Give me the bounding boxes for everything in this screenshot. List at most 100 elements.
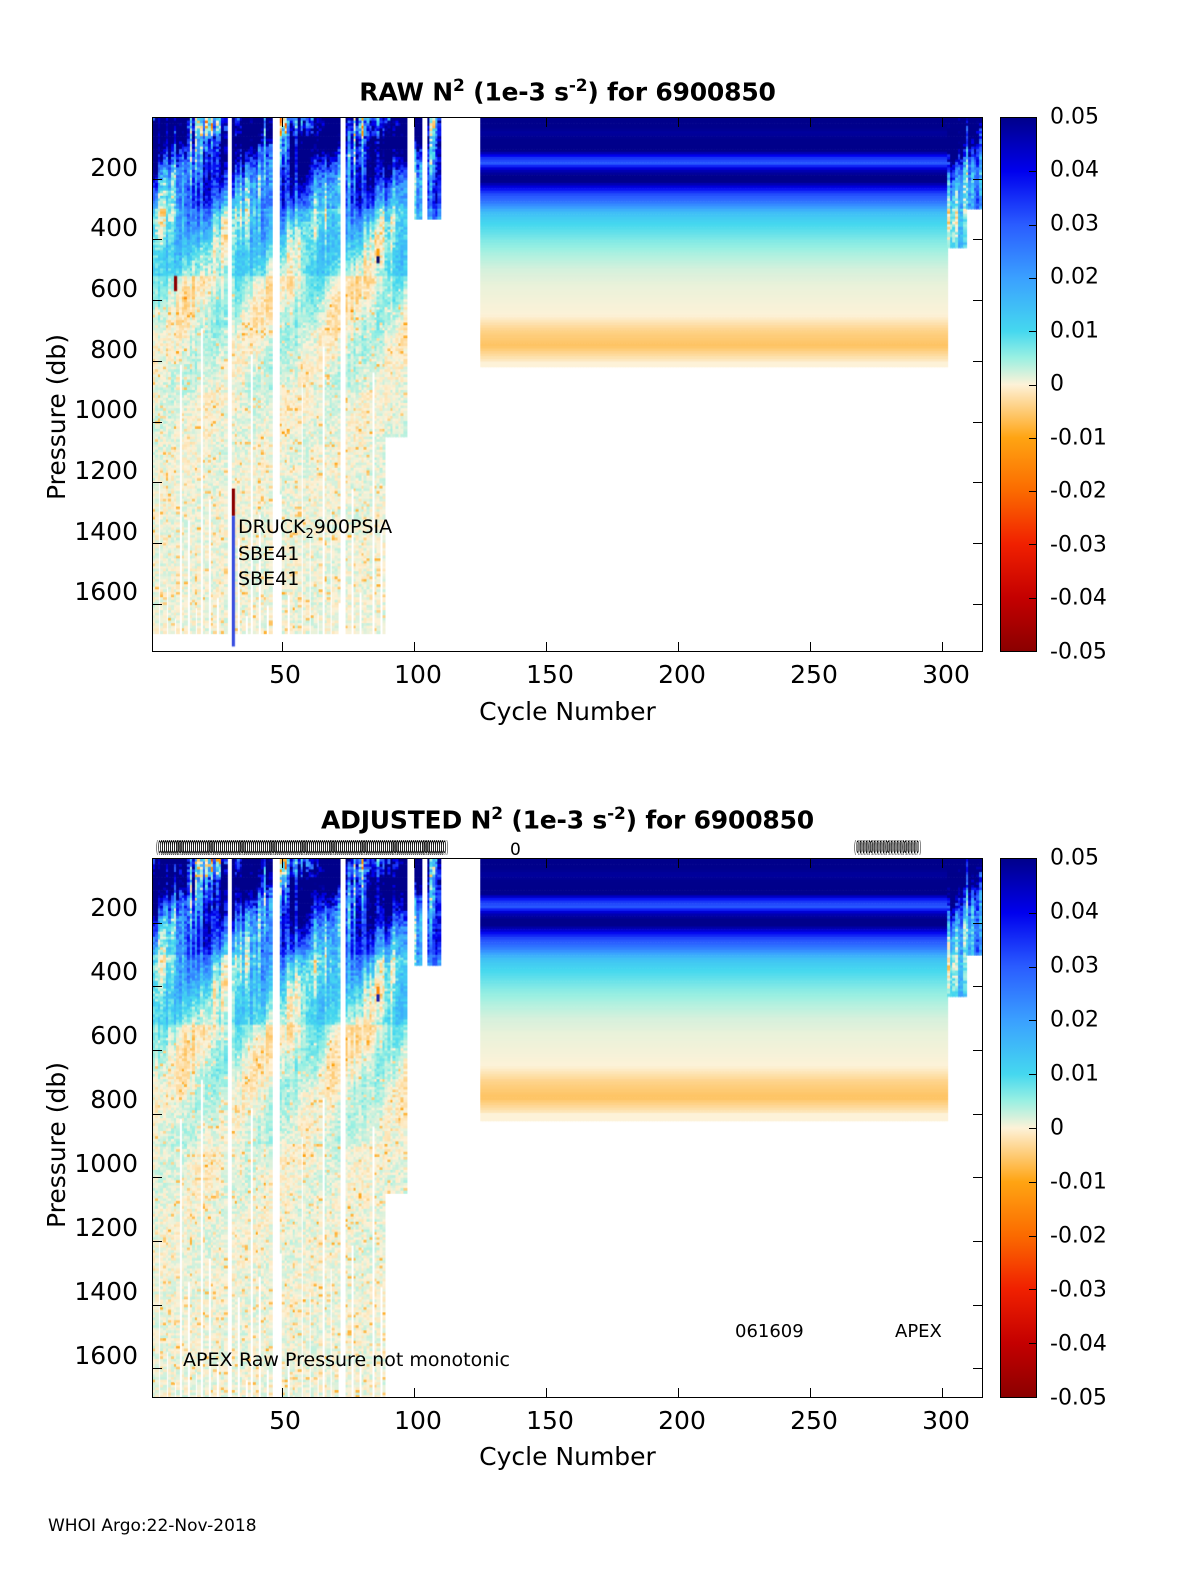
top-zero-label: (0) — [173, 840, 181, 858]
top-zero-label: (0) — [888, 840, 896, 858]
y-tick-mark — [153, 178, 162, 180]
top-zero-label: 0 — [510, 840, 521, 860]
x-tick-mark — [414, 859, 416, 868]
y-tick-mark — [153, 421, 162, 423]
cbar-tick-n0.02-raw: -0.02 — [1050, 478, 1107, 504]
y-tick-mark — [973, 1241, 982, 1242]
top-zero-label: (0) — [398, 840, 406, 858]
colorbar-tick-mark — [1029, 384, 1036, 386]
y-tick-mark — [973, 178, 982, 180]
top-zero-label: (0) — [371, 840, 379, 858]
colorbar-tick-mark — [1029, 1289, 1036, 1291]
top-zero-label: (0) — [299, 840, 307, 858]
top-zero-label: (0) — [318, 840, 327, 858]
top-zero-label: (0) — [165, 840, 174, 858]
top-zero-label: (0) — [871, 840, 879, 858]
panel-raw: RAW N2 (1e-3 s-2) for 6900850 Pressure (… — [42, 76, 1107, 726]
top-zero-label: (0) — [295, 840, 303, 858]
y-tick-mark — [153, 1050, 162, 1051]
y-tick-mark — [153, 1368, 162, 1370]
top-zero-label: (0) — [359, 840, 367, 858]
xtick-150-raw: 150 — [526, 660, 574, 689]
top-zero-label: (0) — [218, 840, 226, 858]
top-zero-label: (0) — [369, 840, 377, 858]
y-tick-mark — [153, 543, 162, 545]
colorbar-gradient-raw — [1001, 118, 1036, 651]
top-zero-label: (0) — [859, 840, 868, 858]
cbar-tick-0.05-adj: 0.05 — [1050, 845, 1099, 871]
cbar-tick-n0.03-raw: -0.03 — [1050, 532, 1107, 558]
top-zero-label: (0) — [220, 840, 228, 858]
top-zero-label: (0) — [169, 840, 177, 858]
cbar-tick-n0.05-adj: -0.05 — [1050, 1385, 1107, 1411]
top-zero-label: (0) — [158, 840, 166, 858]
plot-area-adjusted: APEX Raw Pressure not monotonic 061609 A… — [152, 858, 983, 1398]
y-tick-mark — [153, 1113, 162, 1115]
xtick-300-adj: 300 — [922, 1406, 970, 1435]
cbar-tick-0-adj: 0 — [1050, 1115, 1064, 1141]
x-tick-mark — [546, 859, 548, 868]
top-zero-label: (0) — [223, 840, 232, 858]
top-zero-label: (0) — [427, 840, 435, 858]
annot-qc-note-adj: Raw Pressure not monotonic — [239, 1349, 510, 1371]
top-zero-label: (0) — [262, 840, 270, 858]
heatmap-adjusted — [153, 859, 982, 1397]
y-tick-mark — [973, 1304, 982, 1306]
top-zero-label: (0) — [885, 840, 893, 858]
top-zero-label: (0) — [249, 840, 257, 858]
top-zero-label: (0) — [882, 840, 890, 858]
top-zero-label: (0) — [313, 840, 321, 858]
x-tick-mark — [282, 859, 284, 868]
colorbar-tick-mark — [1029, 224, 1036, 226]
panel-adjusted: ADJUSTED N2 (1e-3 s-2) for 6900850 Press… — [42, 804, 1107, 1471]
y-tick-mark — [973, 360, 982, 362]
panel-raw-xlabel: Cycle Number — [479, 697, 656, 726]
top-zero-label: (0) — [214, 840, 222, 858]
colorbar-tick-mark — [1029, 1181, 1036, 1183]
top-zero-label: (0) — [865, 840, 873, 858]
top-zero-label: (0) — [336, 840, 344, 858]
top-zero-label: (0) — [303, 840, 311, 858]
top-zero-label: (0) — [425, 840, 433, 858]
y-tick-mark — [973, 1177, 982, 1179]
top-zero-label: (0) — [307, 840, 315, 858]
top-zero-label: (0) — [243, 840, 251, 858]
top-zero-label: (0) — [879, 840, 887, 858]
top-zero-label: (0) — [382, 840, 391, 858]
top-zero-label: (0) — [876, 840, 885, 858]
cbar-tick-0.04-adj: 0.04 — [1050, 899, 1099, 925]
top-zero-label: (0) — [276, 840, 284, 858]
top-zero-label: (0) — [406, 840, 414, 858]
top-zero-label: (0) — [320, 840, 329, 858]
top-zero-label: (0) — [415, 840, 423, 858]
top-zero-label: (0) — [388, 840, 396, 858]
y-tick-mark — [153, 300, 162, 302]
colorbar-tick-mark — [1029, 1343, 1036, 1345]
top-zero-label: (0) — [171, 840, 179, 858]
top-zero-label: (0) — [233, 840, 241, 858]
y-tick-mark — [973, 1050, 982, 1051]
top-zero-label: (0) — [386, 840, 394, 858]
top-zero-label: (0) — [278, 840, 286, 858]
cbar-tick-0.05-raw: 0.05 — [1050, 104, 1099, 130]
cbar-tick-n0.01-raw: -0.01 — [1050, 425, 1107, 451]
top-zero-label: (0) — [270, 840, 278, 858]
top-zero-label: (0) — [854, 840, 862, 858]
top-zero-label: (0) — [322, 840, 330, 858]
top-zero-label: (0) — [183, 840, 191, 858]
x-tick-mark — [414, 1388, 416, 1397]
top-zero-label: (0) — [376, 840, 385, 858]
colorbar-raw — [1000, 117, 1037, 652]
x-tick-mark — [678, 118, 680, 127]
top-zero-label: (0) — [237, 840, 245, 858]
top-zero-label: (0) — [429, 840, 437, 858]
cbar-tick-n0.04-adj: -0.04 — [1050, 1331, 1107, 1357]
top-zero-label: (0) — [192, 840, 201, 858]
y-tick-mark — [973, 603, 982, 605]
top-zero-label: (0) — [156, 840, 164, 858]
top-zero-label: (0) — [208, 840, 216, 858]
x-tick-mark — [282, 1388, 284, 1397]
top-zero-label: (0) — [309, 840, 317, 858]
top-zero-label: (0) — [375, 840, 383, 858]
colorbar-adjusted — [1000, 858, 1037, 1398]
